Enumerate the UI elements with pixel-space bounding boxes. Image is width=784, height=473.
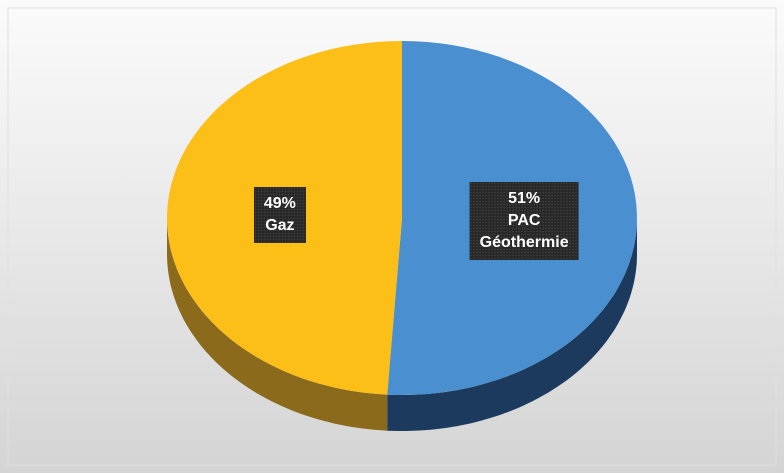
category-label: Gaz <box>265 217 295 235</box>
category-label: PAC Géothermie <box>479 211 569 251</box>
value-label: 51% <box>508 189 541 207</box>
value-label: 49% <box>263 195 296 213</box>
data-label: 49% Gaz <box>253 187 306 244</box>
slice-side <box>387 218 637 431</box>
slice-side <box>167 218 388 431</box>
data-label: 51% PAC Géothermie <box>469 181 579 260</box>
frame <box>7 7 777 466</box>
